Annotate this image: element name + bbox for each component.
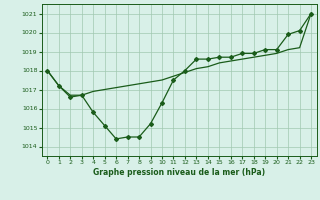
X-axis label: Graphe pression niveau de la mer (hPa): Graphe pression niveau de la mer (hPa) bbox=[93, 168, 265, 177]
